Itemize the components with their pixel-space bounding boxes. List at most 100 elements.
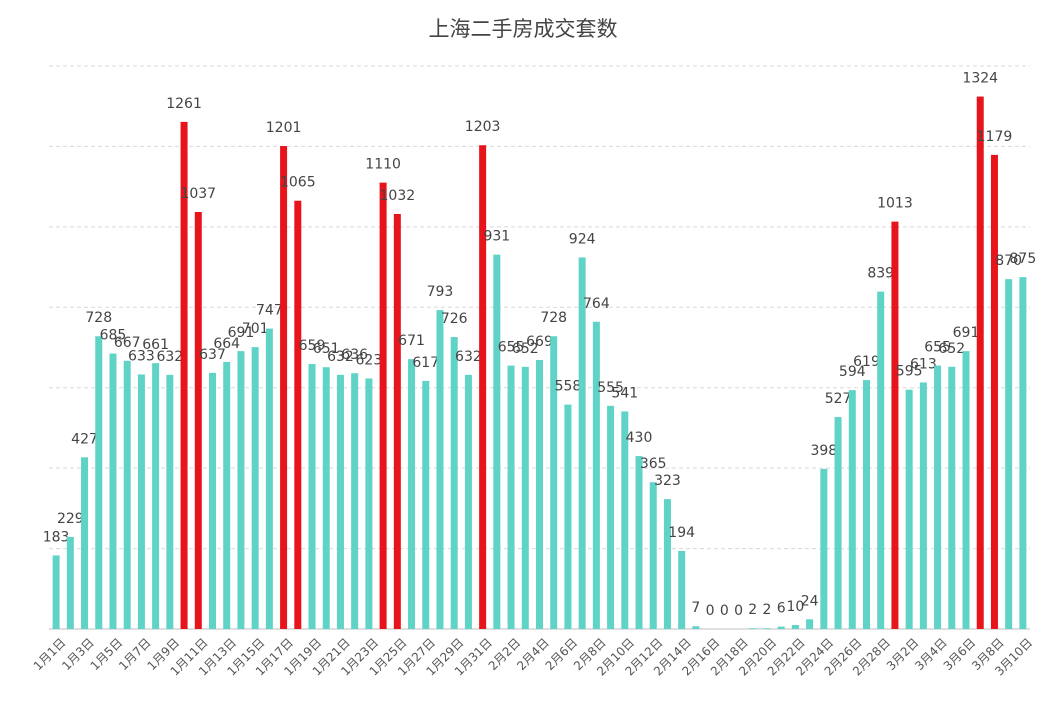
value-label: 0 [706,603,715,619]
bar [635,456,643,629]
bar [678,550,686,629]
value-label: 555 [597,380,624,396]
bar [934,365,942,629]
value-label: 652 [938,341,965,357]
bar [692,626,700,629]
bar [905,389,913,629]
value-label: 659 [299,338,326,354]
bar [976,96,984,629]
value-label: 430 [626,430,653,446]
bar [663,499,671,629]
value-label: 661 [142,337,169,353]
bar [237,351,245,629]
value-label: 1203 [465,119,501,135]
bar [820,468,828,629]
value-label: 637 [199,347,226,363]
value-label: 764 [583,296,610,312]
bar [408,359,416,629]
bar [308,363,316,629]
value-label: 0 [720,603,729,619]
bar [564,404,572,629]
bar [891,221,899,630]
bar [166,374,174,629]
bar [351,373,359,629]
bar [81,457,89,629]
bar [265,328,273,629]
value-label: 924 [569,231,596,247]
bar [294,200,302,630]
bar [464,374,472,629]
bar [436,310,444,629]
value-label: 632 [156,349,183,365]
bar [578,257,586,629]
value-label: 323 [654,473,681,489]
value-label: 7 [691,600,700,616]
bar [280,146,288,629]
bar [209,372,216,629]
bar [777,626,785,629]
value-label: 10 [786,599,804,615]
bar [848,390,856,629]
bar [550,336,558,629]
value-label: 1065 [280,175,316,191]
value-label: 398 [810,443,837,459]
bar [479,145,487,629]
value-label: 691 [228,325,255,341]
value-label: 558 [555,379,582,395]
value-label: 632 [327,349,354,365]
bar [749,628,757,629]
bar [379,182,387,629]
bar [521,366,529,629]
bar [422,380,430,629]
bar [52,555,60,629]
value-label: 747 [256,303,283,319]
bar [1005,279,1013,629]
value-label: 652 [512,341,539,357]
value-label: 701 [242,321,269,337]
value-label: 24 [801,593,819,609]
value-label: 931 [483,229,510,245]
bar [649,482,657,629]
value-label: 613 [910,356,937,372]
bar [194,211,202,630]
value-label: 726 [441,311,468,327]
value-label: 365 [640,456,667,472]
value-label: 1261 [166,96,202,112]
bar [66,536,74,629]
value-label: 1013 [877,196,913,212]
bar [393,213,401,629]
bar [1019,277,1027,629]
value-label: 655 [924,340,951,356]
bar [123,360,131,629]
value-label: 632 [455,349,482,365]
value-label: 870 [995,253,1022,269]
bar [607,405,615,629]
value-label: 728 [540,310,567,326]
bar [592,321,600,629]
value-label: 839 [867,266,894,282]
bar [251,347,259,629]
value-label: 651 [313,341,340,357]
value-label: 619 [853,354,880,370]
bar [95,336,103,629]
bar [109,353,117,629]
value-label: 664 [213,336,240,352]
bar [948,366,956,629]
value-label: 1032 [380,188,416,204]
bar [806,619,814,629]
bar [791,624,799,629]
value-label: 875 [1010,251,1037,267]
bar [536,359,543,629]
value-label: 633 [128,348,155,364]
value-label: 793 [427,284,454,300]
value-label: 655 [498,340,525,356]
bar [507,365,515,629]
value-label: 194 [668,525,695,541]
value-label: 2 [763,602,772,618]
bar [990,154,998,629]
bar [365,378,373,629]
value-label: 671 [398,333,425,349]
bar [223,361,231,629]
bar [336,374,344,629]
